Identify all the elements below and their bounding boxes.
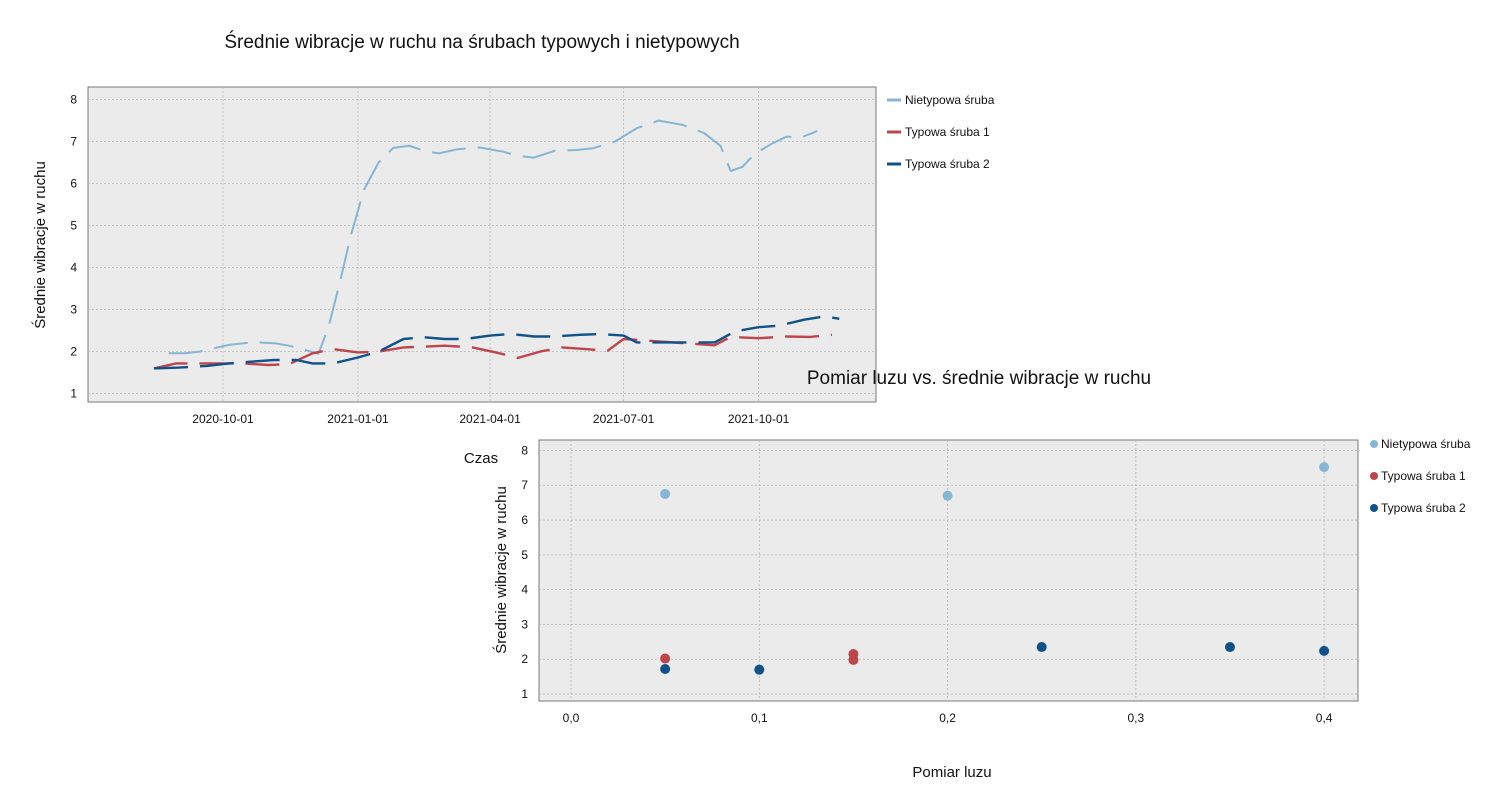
scatter-point-series-2 [848, 654, 859, 665]
scatter-chart-points [660, 462, 1330, 675]
y-tick-label: 7 [521, 478, 528, 492]
y-tick-label: 4 [70, 261, 77, 275]
scatter-chart-grid [539, 440, 1358, 701]
x-tick-label: 2021-01-01 [327, 412, 389, 426]
legend-label: Typowa śruba 1 [905, 125, 990, 139]
y-tick-label: 8 [521, 443, 528, 457]
y-tick-label: 5 [521, 548, 528, 562]
legend-label: Nietypowa śruba [1381, 437, 1471, 451]
line-chart-y-ticks: 1 2 3 4 5 6 7 8 [70, 93, 77, 401]
legend-swatch [1370, 504, 1378, 512]
y-tick-label: 4 [521, 583, 528, 597]
scatter-point-series-3 [660, 663, 671, 674]
line-chart-plot-area [87, 86, 877, 403]
legend-label: Typowa śruba 2 [905, 157, 990, 171]
x-tick-label: 0,4 [1316, 711, 1333, 725]
line-chart: Średnie wibracje w ruchu na śrubach typo… [31, 31, 995, 467]
series-line-1 [168, 119, 818, 355]
scatter-chart-x-axis-label: Pomiar luzu [912, 764, 991, 781]
scatter-chart-title: Pomiar luzu vs. średnie wibracje w ruchu [807, 368, 1151, 389]
line-chart-series [153, 119, 840, 370]
x-tick-label: 2021-07-01 [593, 412, 655, 426]
legend-label: Nietypowa śruba [905, 93, 995, 107]
line-chart-legend: Nietypowa śruba Typowa śruba 1 Typowa śrub… [887, 93, 995, 171]
series-line-3 [153, 315, 840, 370]
x-tick-label: 0,1 [751, 711, 768, 725]
scatter-point-series-1 [942, 490, 953, 501]
scatter-point-series-1 [1319, 462, 1330, 473]
x-tick-label: 2021-10-01 [728, 412, 790, 426]
line-chart-y-axis-label: Średnie wibracje w ruchu [31, 161, 49, 329]
y-tick-label: 2 [521, 652, 528, 666]
line-chart-grid [88, 87, 876, 402]
legend-label: Typowa śruba 2 [1381, 501, 1466, 515]
line-chart-x-ticks: 2020-10-01 2021-01-01 2021-04-01 2021-07-01… [192, 412, 789, 426]
scatter-point-series-3 [1224, 642, 1235, 653]
x-tick-label: 2021-04-01 [459, 412, 521, 426]
y-tick-label: 5 [70, 219, 77, 233]
legend-swatch [1370, 440, 1378, 448]
y-tick-label: 3 [70, 303, 77, 317]
scatter-chart-x-ticks: 0,0 0,1 0,2 0,3 0,4 [563, 711, 1333, 725]
x-tick-label: 0,3 [1127, 711, 1144, 725]
line-chart-title: Średnie wibracje w ruchu na śrubach typo… [224, 31, 739, 53]
scatter-chart: Pomiar luzu vs. średnie wibracje w ruchu… [492, 368, 1471, 781]
y-tick-label: 7 [70, 135, 77, 149]
scatter-point-series-3 [754, 664, 765, 675]
scatter-chart-plot-area [538, 439, 1359, 702]
scatter-point-series-1 [660, 488, 671, 499]
scatter-chart-y-ticks: 1 2 3 4 5 6 7 8 [521, 443, 528, 701]
scatter-chart-legend: Nietypowa śruba Typowa śruba 1 Typowa śrub… [1370, 437, 1471, 515]
x-tick-label: 2020-10-01 [192, 412, 254, 426]
scatter-point-series-3 [1036, 642, 1047, 653]
legend-swatch [1370, 472, 1378, 480]
y-tick-label: 2 [70, 345, 77, 359]
y-tick-label: 8 [70, 93, 77, 107]
legend-label: Typowa śruba 1 [1381, 469, 1466, 483]
y-tick-label: 1 [521, 687, 528, 701]
line-chart-x-axis-label: Czas [464, 450, 498, 467]
y-tick-label: 3 [521, 617, 528, 631]
y-tick-label: 6 [521, 513, 528, 527]
scatter-point-series-2 [660, 653, 671, 664]
x-tick-label: 0,0 [563, 711, 580, 725]
y-tick-label: 6 [70, 177, 77, 191]
scatter-chart-y-axis-label: Średnie wibracje w ruchu [492, 486, 510, 654]
y-tick-label: 1 [70, 387, 77, 401]
scatter-point-series-3 [1319, 645, 1330, 656]
series-line-2 [153, 333, 833, 370]
x-tick-label: 0,2 [939, 711, 956, 725]
